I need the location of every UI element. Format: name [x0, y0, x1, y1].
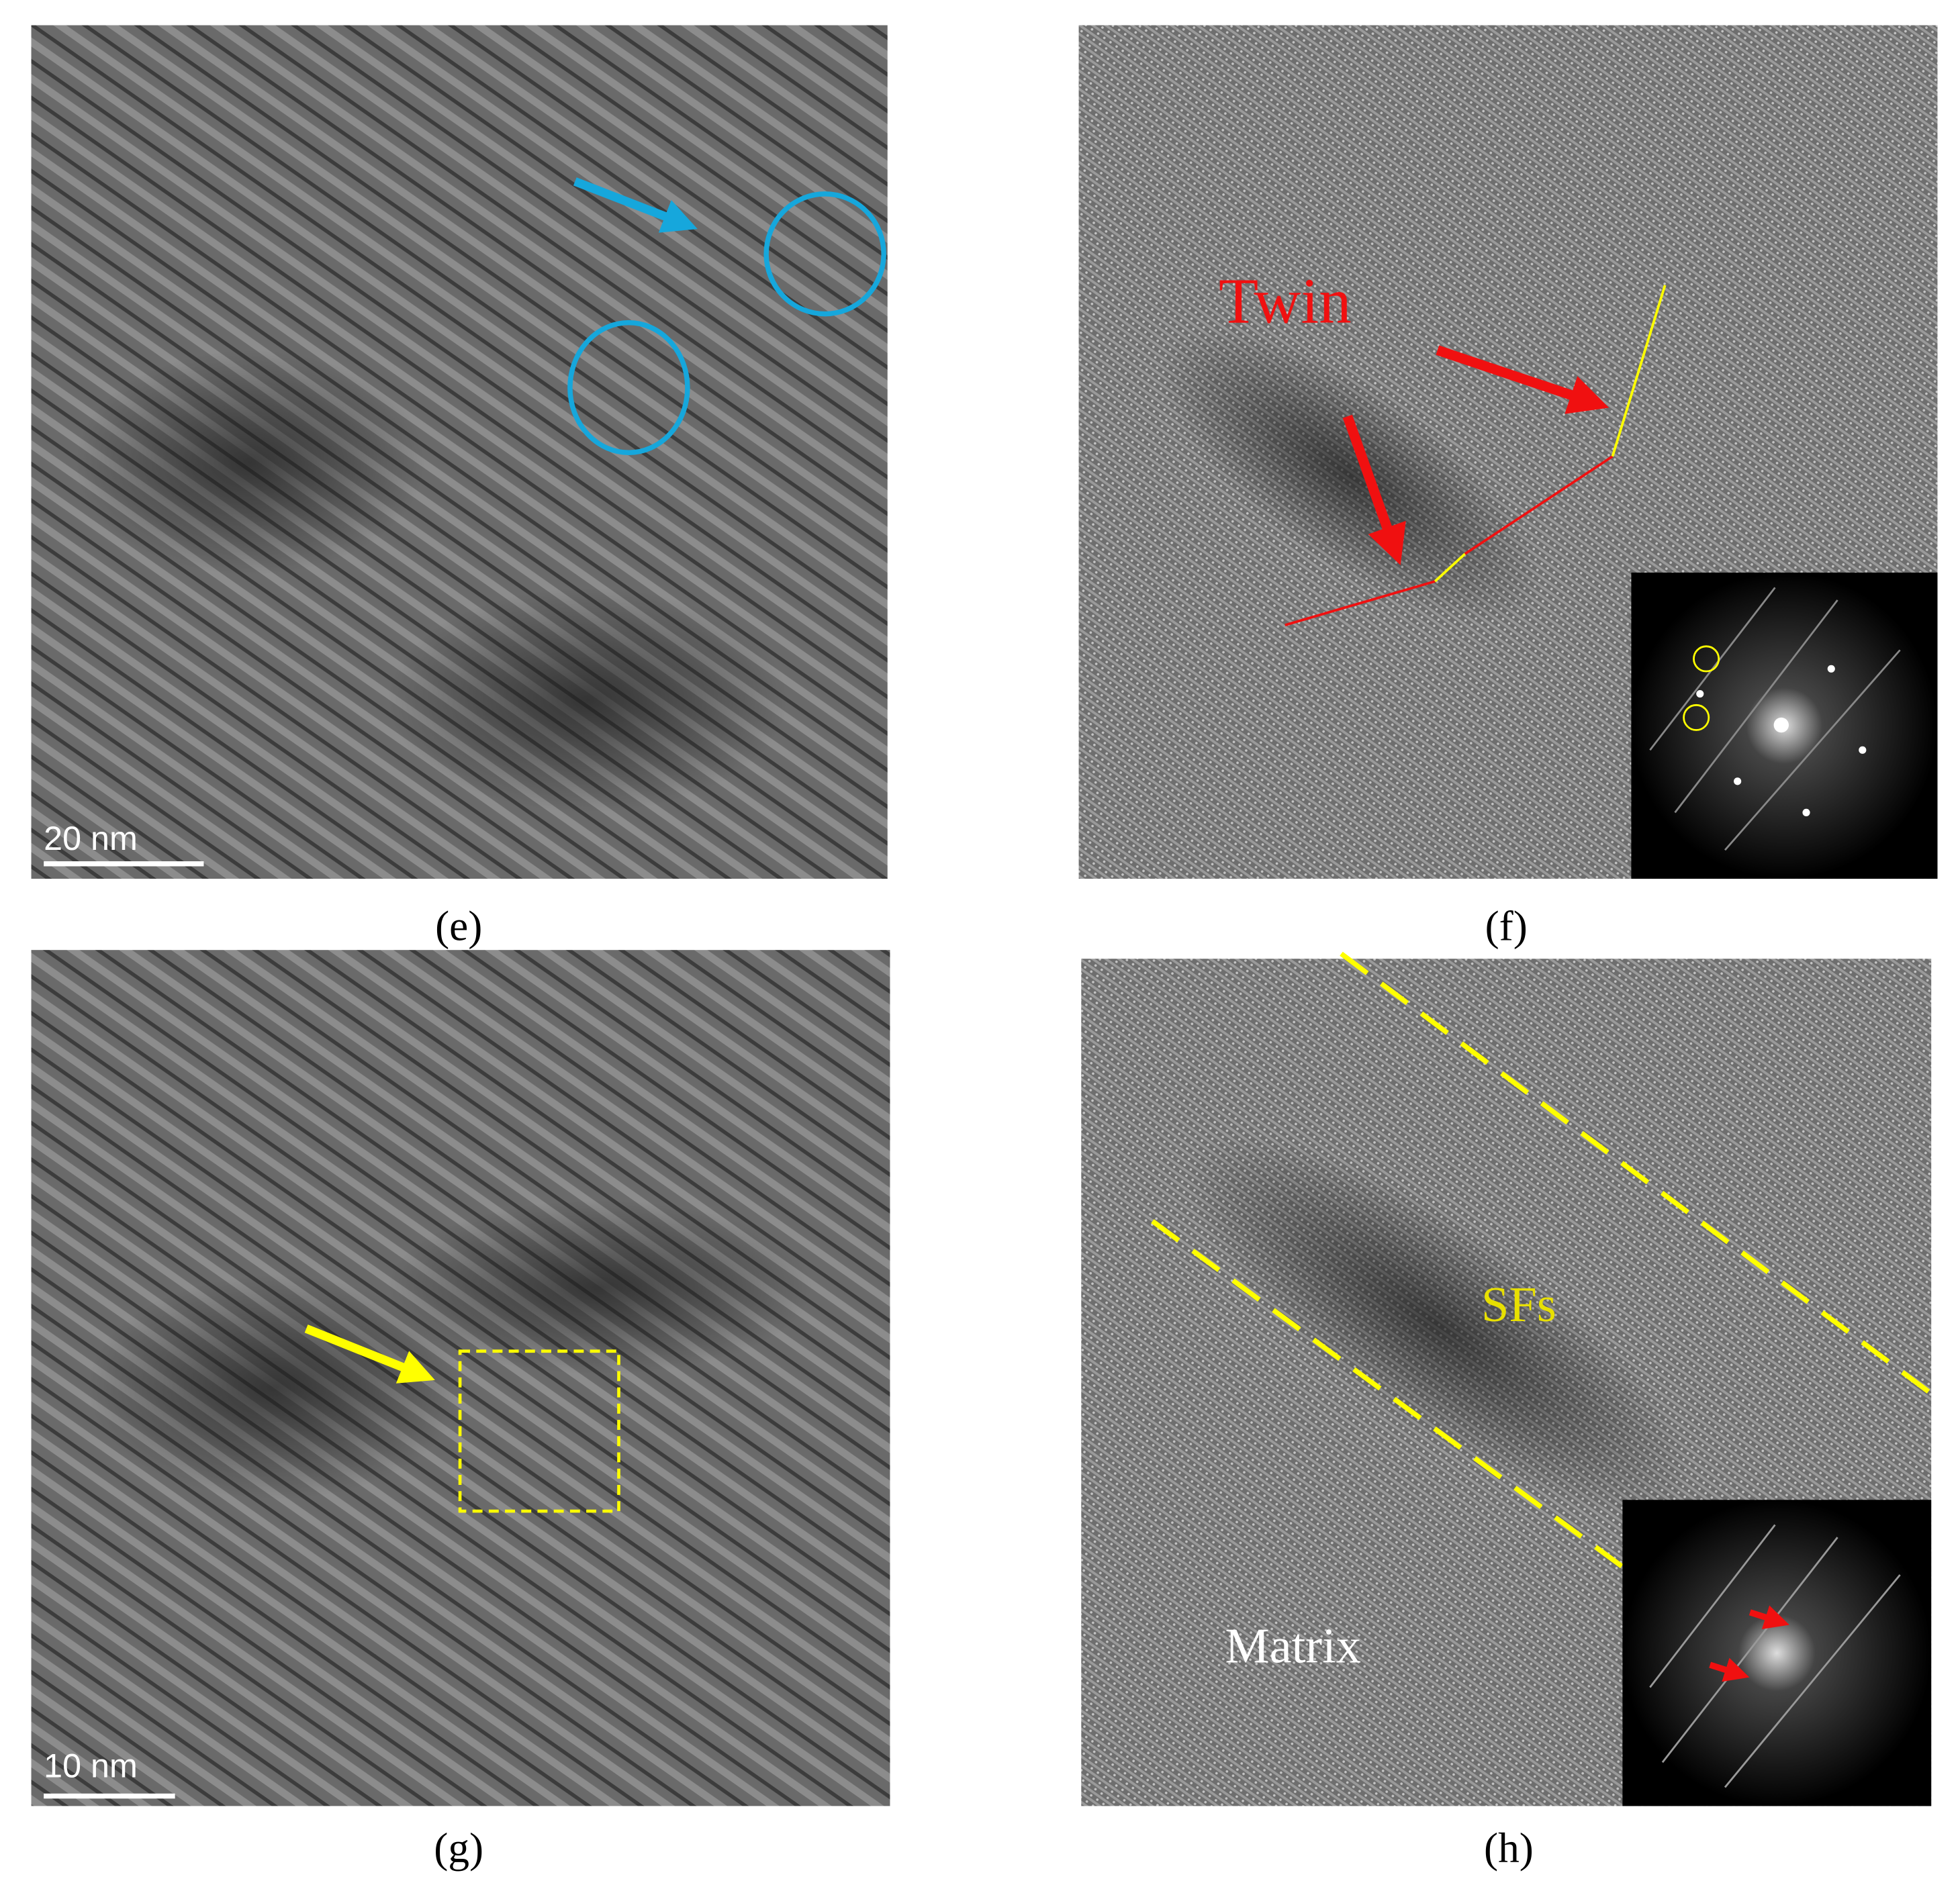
contrast [387, 1200, 813, 1375]
arrow [1342, 414, 1406, 565]
contrast [87, 1275, 463, 1500]
panel-g: 10 nm (g) [31, 950, 890, 1872]
circle [1683, 704, 1710, 731]
fft-spots [1696, 665, 1867, 816]
contrast [75, 350, 425, 575]
arrow [304, 1324, 435, 1384]
dashed-box [458, 1349, 620, 1513]
arrow [1709, 1657, 1750, 1682]
panel-label: (f) [1485, 902, 1528, 949]
twin-line [1464, 455, 1614, 555]
circle [1693, 645, 1720, 673]
panel-label: (g) [434, 1825, 483, 1872]
dashed-line [1340, 951, 1933, 1396]
arrow [1436, 345, 1609, 414]
panel-label: (e) [435, 902, 482, 949]
fft-inset [1622, 1500, 1932, 1806]
arrow [573, 177, 698, 233]
annotation: Matrix [1225, 1618, 1361, 1674]
contrast [1185, 1134, 1690, 1516]
scale-bar-label: 20 nm [44, 820, 138, 857]
circle [763, 191, 886, 317]
panel-label: (h) [1484, 1825, 1534, 1872]
annotation: SFs [1481, 1277, 1556, 1333]
annotation: Twin [1219, 265, 1352, 337]
twin-line [1434, 552, 1466, 583]
contrast [387, 587, 788, 813]
twin-line [1285, 580, 1436, 626]
arrow [1748, 1605, 1789, 1629]
twin-line [1611, 285, 1667, 457]
panel-e: 20 nm (e) [31, 25, 888, 949]
panel-f: Twin (f) [1078, 25, 1938, 949]
fft-streaks [1649, 1524, 1901, 1788]
circle [567, 320, 690, 455]
scale-bar-label: 10 nm [44, 1747, 138, 1785]
contrast [1159, 327, 1542, 623]
panel-h: SFs Matrix (h) [1081, 951, 1933, 1872]
